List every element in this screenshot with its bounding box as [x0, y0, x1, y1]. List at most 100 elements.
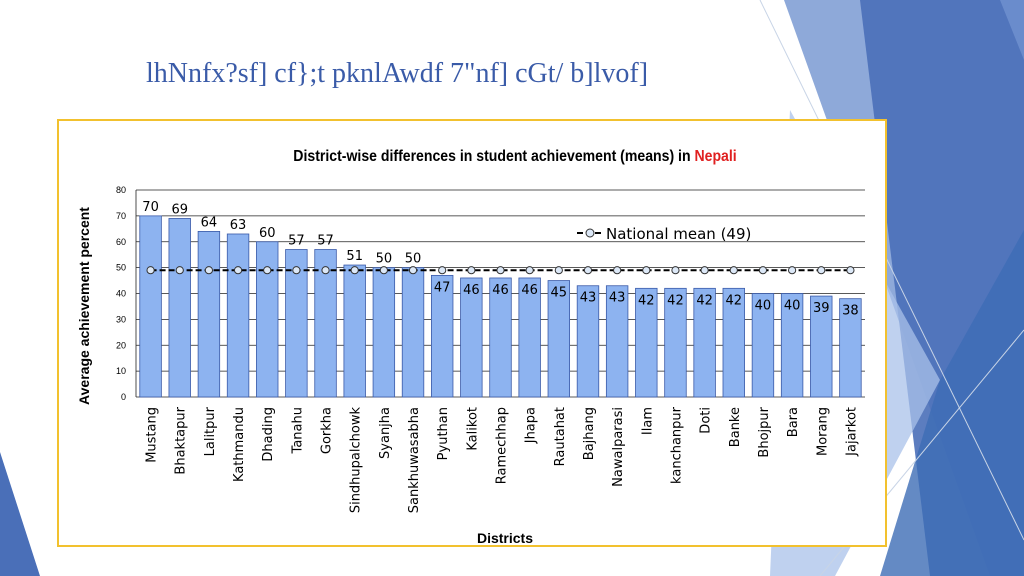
- mean-marker: [554, 266, 563, 275]
- mean-marker: [583, 266, 593, 275]
- mean-marker: [292, 266, 301, 275]
- chart-title-highlight: Nepali: [694, 147, 736, 165]
- x-tick-label: Sindhupalchowk: [349, 407, 364, 514]
- bar: [139, 215, 162, 398]
- bar: [547, 280, 571, 398]
- y-tick-label: 20: [116, 340, 126, 350]
- x-tick-labels: Mustang Bhaktapur Lalitpur Kathmandu Dhading…: [145, 406, 860, 513]
- y-tick-label: 30: [116, 314, 126, 324]
- bar: [489, 277, 512, 398]
- bar: [780, 293, 804, 398]
- x-tick-label: Kathmandu: [232, 407, 247, 482]
- y-tick-label: 60: [116, 237, 126, 247]
- slide-title: lhNnfx?sf] cf};t pknlAwdf 7"nf] cGt/ b]l…: [146, 58, 649, 89]
- mean-marker: [233, 266, 243, 275]
- x-tick-label: Doti: [699, 407, 714, 434]
- y-tick-label: 70: [116, 211, 126, 221]
- x-tick-label: Jhapa: [524, 407, 539, 444]
- x-tick-label: Jajarkot: [844, 407, 859, 457]
- chart-frame: District-wise differences in student ach…: [57, 119, 887, 547]
- data-label: 42: [726, 293, 743, 308]
- mean-marker: [846, 266, 855, 275]
- bg-shape-right-5: [1000, 0, 1024, 60]
- bar: [460, 277, 483, 398]
- bar: [810, 295, 833, 398]
- x-tick-label: Tanahu: [290, 407, 305, 454]
- x-axis-label: Districts: [477, 530, 533, 545]
- bar: [430, 274, 454, 398]
- data-label: 40: [755, 299, 772, 314]
- mean-marker: [146, 266, 155, 275]
- bars: [139, 215, 862, 398]
- data-label: 46: [492, 283, 509, 298]
- data-label: 64: [201, 215, 218, 230]
- legend-label: National mean (49): [606, 225, 751, 243]
- mean-marker: [758, 266, 768, 275]
- bar: [751, 293, 775, 398]
- x-tick-label: Bhojpur: [757, 406, 772, 457]
- data-label: 42: [638, 293, 655, 308]
- bg-line-1: [759, 0, 1024, 541]
- mean-marker: [321, 266, 330, 275]
- y-tick-label: 10: [116, 366, 126, 376]
- data-label: 57: [288, 234, 305, 249]
- national-mean-line: [146, 266, 855, 275]
- y-tick-label: 50: [116, 263, 126, 273]
- x-tick-label: Sankhuwasabha: [407, 407, 422, 513]
- data-label: 51: [346, 249, 363, 264]
- bar: [197, 231, 221, 398]
- bar: [664, 287, 687, 398]
- bg-shape-left: [0, 452, 40, 576]
- bar: [605, 285, 629, 398]
- mean-marker: [263, 266, 272, 275]
- x-tick-label: kanchanpur: [669, 406, 684, 484]
- data-label: 40: [784, 299, 801, 314]
- x-tick-label: Lalitpur: [203, 406, 218, 456]
- data-label: 42: [667, 293, 684, 308]
- mean-marker: [729, 266, 738, 275]
- bg-shape-right-4: [880, 230, 1024, 576]
- data-label: 50: [405, 252, 422, 267]
- x-tick-label: Bhaktapur: [174, 406, 189, 474]
- bar: [693, 287, 716, 398]
- x-tick-label: Pyuthan: [436, 407, 451, 460]
- x-tick-label: Mustang: [145, 407, 160, 463]
- mean-marker: [671, 266, 680, 275]
- mean-marker: [204, 266, 213, 275]
- x-tick-label: Gorkha: [320, 407, 335, 454]
- bar: [285, 249, 308, 398]
- y-tick-labels: 0 10 20 30 40 50 60 70 80: [116, 185, 126, 402]
- data-label: 43: [580, 291, 597, 306]
- mean-marker: [175, 266, 184, 275]
- bar: [839, 298, 862, 398]
- y-tick-label: 40: [116, 289, 126, 299]
- data-labels: 70 69 64 63 60 57 57 51 50 50 47 46 46 46 45 43 43 42 42 42…: [142, 200, 858, 319]
- bar: [372, 267, 396, 398]
- data-label: 57: [317, 234, 334, 249]
- x-tick-label: Bajhang: [582, 407, 597, 460]
- mean-marker: [350, 266, 359, 275]
- x-tick-label: Ilam: [640, 407, 655, 435]
- x-tick-label: Morang: [815, 407, 830, 456]
- mean-marker: [525, 266, 534, 275]
- y-tick-label: 0: [121, 392, 126, 402]
- bar: [635, 287, 658, 398]
- chart-title-prefix: District-wise differences in student ach…: [293, 147, 694, 165]
- mean-marker: [817, 266, 826, 275]
- bar: [576, 285, 600, 398]
- mean-marker: [788, 266, 797, 275]
- mean-marker: [438, 266, 447, 275]
- data-label: 42: [696, 293, 713, 308]
- bar-chart: District-wise differences in student ach…: [76, 147, 865, 545]
- x-tick-label: Bara: [786, 407, 801, 437]
- bar: [256, 241, 279, 398]
- data-label: 46: [521, 283, 538, 298]
- x-tick-label: Dhading: [261, 407, 276, 462]
- data-label: 63: [230, 218, 247, 233]
- data-label: 46: [463, 283, 480, 298]
- y-tick-label: 80: [116, 185, 126, 195]
- data-label: 47: [434, 280, 451, 295]
- y-axis-label: Average achievement percent: [76, 207, 92, 405]
- data-label: 60: [259, 226, 276, 241]
- mean-marker: [379, 266, 388, 275]
